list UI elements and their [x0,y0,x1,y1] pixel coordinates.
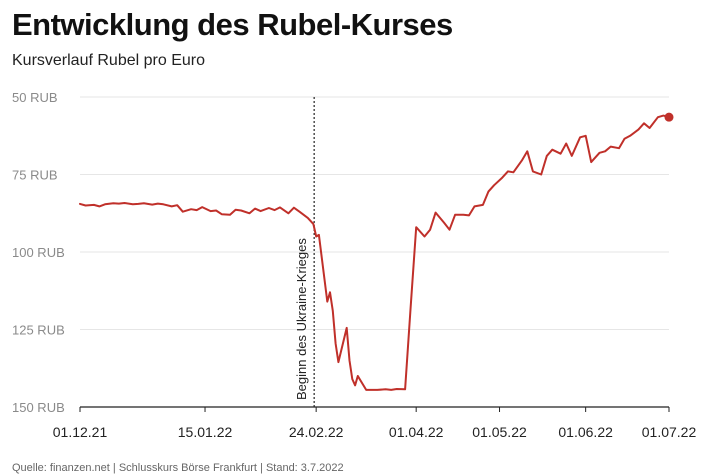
x-tick-label: 15.01.22 [178,424,233,440]
grid-lines [80,96,669,330]
series-group [79,112,674,391]
y-tick-label: 50 RUB [12,90,58,105]
series-line [79,114,670,391]
x-tick-label: 01.05.22 [472,424,527,440]
x-tick-label: 01.07.22 [642,424,697,440]
war-start-annotation: Beginn des Ukraine-Krieges [294,97,315,407]
y-tick-label: 150 RUB [12,400,65,415]
x-tick-label: 01.04.22 [389,424,444,440]
y-tick-label: 125 RUB [12,323,65,338]
y-tick-label: 100 RUB [12,245,65,260]
line-chart: 50 RUB 75 RUB 100 RUB 125 RUB 150 RUB 01.12.… [12,90,697,440]
y-tick-label: 75 RUB [12,168,58,183]
y-axis-tick-labels: 50 RUB 75 RUB 100 RUB 125 RUB 150 RUB [12,90,65,415]
series-end-point [664,112,674,122]
x-tick-label: 01.12.21 [53,424,108,440]
x-axis: 01.12.21 15.01.22 24.02.22 01.04.22 01.05.22… [53,406,697,440]
x-tick-label: 24.02.22 [289,424,344,440]
chart-title: Entwicklung des Rubel-Kurses [12,7,453,42]
x-tick-label: 01.06.22 [558,424,613,440]
source-note: Quelle: finanzen.net | Schlusskurs Börse… [12,462,344,474]
chart-subtitle: Kursverlauf Rubel pro Euro [12,52,205,69]
annotation-label: Beginn des Ukraine-Krieges [294,238,309,400]
